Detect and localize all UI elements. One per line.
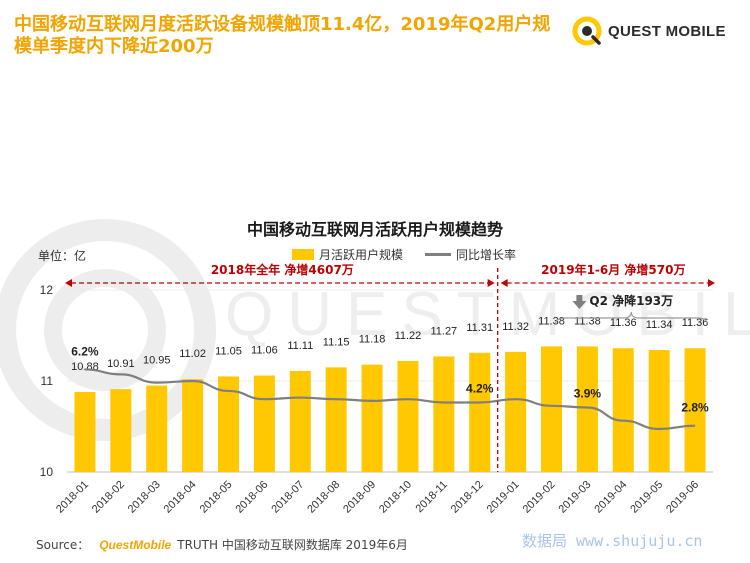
logo-icon — [572, 16, 602, 46]
period-2018-label: 2018年全年 净增4607万 — [211, 262, 354, 277]
bar-value-label: 11.15 — [323, 336, 350, 348]
period-2019-arrow-arrow-right — [708, 279, 715, 287]
site-watermark: 数据局 www.shujuju.cn — [522, 532, 703, 550]
x-tick-label: 2019-04 — [592, 479, 629, 516]
unit-label: 单位：亿 — [38, 249, 87, 263]
bar — [182, 379, 204, 472]
bar — [433, 356, 455, 472]
logo-text: QUEST MOBILE — [608, 22, 726, 40]
x-tick-label: 2019-01 — [485, 479, 522, 516]
x-tick-label: 2019-06 — [664, 479, 701, 516]
x-tick-label: 2018-10 — [377, 479, 414, 516]
bar-value-label: 11.22 — [395, 330, 422, 342]
y-tick-label: 12 — [40, 283, 54, 297]
q2-note: Q2 净降193万 — [589, 293, 673, 308]
bar — [289, 370, 311, 472]
bar — [146, 385, 168, 472]
x-tick-label: 2018-05 — [198, 479, 235, 516]
bar — [110, 389, 132, 472]
growth-rate-label: 2.8% — [681, 401, 709, 415]
legend-swatch-line — [425, 253, 452, 256]
bar-value-label: 11.06 — [251, 345, 278, 357]
growth-rate-label: 6.2% — [71, 344, 99, 358]
chart-title: 中国移动互联网月活跃用户规模趋势 — [246, 220, 503, 239]
period-2018-arrow-arrow-left — [65, 279, 72, 287]
bar-value-label: 11.36 — [682, 317, 709, 329]
x-tick-label: 2019-05 — [628, 479, 665, 516]
watermark-ring-inner — [44, 269, 166, 391]
bar-value-label: 11.38 — [538, 315, 565, 327]
watermark-ring-outer — [0, 219, 216, 441]
growth-rate-label: 4.2% — [466, 382, 494, 396]
bar-value-label: 11.32 — [502, 321, 529, 333]
bar-value-label: 11.38 — [574, 315, 601, 327]
source-text: TRUTH 中国移动互联网数据库 2019年6月 — [177, 538, 408, 552]
period-2019-label: 2019年1-6月 净增570万 — [541, 262, 685, 277]
growth-rate-label: 3.9% — [574, 386, 602, 400]
q2-brace — [554, 311, 708, 325]
bar-value-label: 11.11 — [287, 340, 313, 352]
bar-value-label: 11.18 — [359, 334, 386, 346]
source-line: Source： QuestMobile TRUTH 中国移动互联网数据库 201… — [36, 536, 408, 553]
legend-label-line: 同比增长率 — [456, 248, 517, 262]
quest-mobile-logo: QUEST MOBILE — [572, 16, 726, 46]
bar-value-label: 11.36 — [610, 317, 637, 329]
legend-swatch-bar — [292, 249, 314, 260]
headline: 中国移动互联网月度活跃设备规模触顶11.4亿，2019年Q2用户规模单季度内下降… — [14, 14, 551, 57]
period-2019-arrow-arrow-left — [500, 279, 508, 287]
x-tick-label: 2018-07 — [269, 479, 306, 516]
bar — [253, 375, 275, 472]
bar-value-label: 10.91 — [107, 358, 135, 370]
x-tick-label: 2018-03 — [126, 479, 163, 516]
x-tick-label: 2018-08 — [305, 479, 342, 516]
bar — [218, 376, 239, 472]
bar — [505, 351, 527, 472]
bar — [684, 348, 706, 472]
bar — [648, 350, 670, 472]
bar — [397, 360, 419, 472]
x-tick-label: 2019-03 — [556, 479, 593, 516]
x-tick-label: 2018-09 — [341, 479, 378, 516]
x-tick-label: 2018-06 — [233, 479, 270, 516]
bar-value-label: 11.31 — [466, 322, 493, 334]
bar-value-label: 10.95 — [143, 355, 171, 367]
bar-value-label: 11.02 — [179, 348, 206, 360]
x-tick-label: 2018-04 — [162, 479, 199, 516]
bar — [541, 346, 562, 472]
bar — [74, 391, 96, 472]
x-tick-label: 2019-02 — [521, 479, 558, 516]
bar-value-label: 11.27 — [430, 325, 457, 337]
x-tick-label: 2018-12 — [449, 479, 486, 516]
y-tick-label: 10 — [40, 465, 54, 479]
bar-value-label: 11.05 — [215, 345, 242, 357]
legend-label-bar: 月活跃用户规模 — [319, 248, 404, 262]
growth-rate-line — [84, 368, 696, 431]
bar — [361, 364, 383, 472]
y-tick-label: 11 — [41, 374, 54, 388]
x-tick-label: 2018-11 — [413, 479, 449, 515]
bar — [612, 348, 634, 472]
source-prefix: Source： — [36, 538, 90, 552]
period-2018-arrow-arrow-right — [487, 279, 495, 287]
down-arrow-icon — [572, 295, 587, 309]
chart-legend: 月活跃用户规模 同比增长率 — [292, 246, 516, 263]
bar — [576, 346, 598, 472]
bar — [325, 367, 347, 472]
source-brand: QuestMobile — [99, 538, 172, 552]
x-tick-label: 2018-01 — [54, 479, 91, 516]
bar — [469, 352, 491, 472]
x-tick-label: 2018-02 — [90, 479, 127, 516]
bar-value-label: 11.34 — [646, 319, 673, 331]
